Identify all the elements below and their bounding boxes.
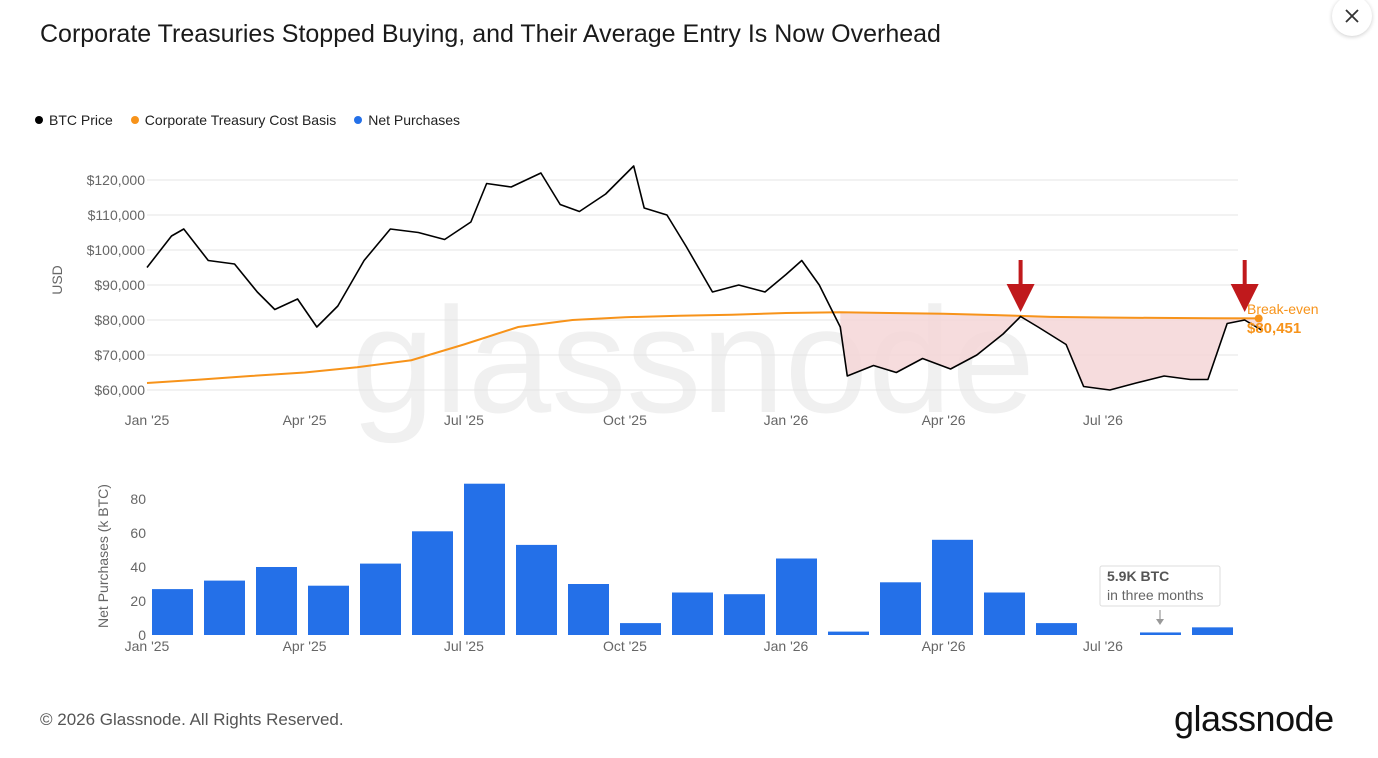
bar [568, 584, 609, 635]
break-even-label: Break-even [1247, 301, 1319, 317]
bar [412, 531, 453, 635]
callout-box [1099, 565, 1221, 607]
y-tick-label: $60,000 [94, 382, 145, 398]
y-axis-label: USD [49, 265, 65, 295]
bar [620, 623, 661, 635]
x-tick-label: Jul '26 [1083, 638, 1123, 654]
bar [360, 563, 401, 635]
bar [932, 539, 973, 635]
legend-dot [35, 116, 43, 124]
bar [256, 567, 297, 635]
x-tick-label: Apr '25 [283, 638, 327, 654]
y-tick-label: $80,000 [94, 312, 145, 328]
legend-label: Net Purchases [368, 112, 461, 128]
y-tick-label: 80 [130, 491, 146, 507]
bar [1192, 627, 1233, 635]
bar [1036, 623, 1077, 635]
bar [1140, 632, 1181, 635]
x-tick-label: Jan '26 [764, 638, 809, 654]
x-tick-label: Jul '25 [444, 638, 484, 654]
arrow-head [1230, 284, 1259, 312]
callout-pointer-head [1156, 619, 1164, 625]
bar [308, 585, 349, 635]
break-even-value: $80,451 [1247, 320, 1301, 337]
x-tick-label: Apr '25 [283, 412, 327, 428]
y-tick-label: $120,000 [87, 172, 146, 188]
cost-basis-line [146, 311, 1259, 384]
close-button[interactable] [1332, 0, 1372, 36]
callout-line-1: 5.9K BTC [1107, 568, 1169, 584]
bar [880, 582, 921, 635]
loss-area [840, 312, 1263, 390]
bar [828, 631, 869, 635]
chart-title: Corporate Treasuries Stopped Buying, and… [40, 20, 941, 48]
x-tick-label: Jan '25 [125, 412, 170, 428]
brand-logo: glassnode [1174, 698, 1334, 739]
bar [672, 592, 713, 635]
bar [776, 558, 817, 635]
y-tick-label: 40 [130, 559, 146, 575]
callout-line-2: in three months [1107, 587, 1204, 603]
legend-label: BTC Price [49, 112, 113, 128]
y-tick-label: 0 [138, 627, 146, 643]
legend-label: Corporate Treasury Cost Basis [144, 112, 337, 128]
legend-item-net-purchases[interactable]: Net Purchases [354, 112, 460, 128]
legend-dot [130, 116, 139, 124]
x-tick-label: Jul '26 [1083, 412, 1123, 428]
x-tick-label: Jan '26 [764, 412, 809, 428]
bar [984, 592, 1025, 635]
x-tick-label: Apr '26 [922, 638, 966, 654]
legend: BTC Price Corporate Treasury Cost Basis … [35, 112, 460, 128]
y-tick-label: 20 [130, 593, 146, 609]
btc-price-line [146, 165, 1263, 391]
x-tick-label: Oct '25 [603, 638, 647, 654]
y-tick-label: $100,000 [87, 242, 146, 258]
y-tick-label: $90,000 [94, 277, 145, 293]
y-tick-label: 60 [130, 525, 146, 541]
x-tick-label: Jan '25 [125, 638, 170, 654]
legend-item-cost-basis[interactable]: Corporate Treasury Cost Basis [130, 112, 337, 128]
copyright: © 2026 Glassnode. All Rights Reserved. [40, 710, 344, 729]
x-tick-label: Jul '25 [444, 412, 484, 428]
cost-basis-end-point [1254, 314, 1263, 323]
bar [516, 544, 557, 635]
bar [204, 580, 245, 635]
y-tick-label: $70,000 [94, 347, 145, 363]
x-tick-label: Oct '25 [603, 412, 647, 428]
legend-dot [354, 116, 363, 124]
y-axis-label: Net Purchases (k BTC) [95, 484, 111, 628]
y-tick-label: $110,000 [88, 207, 146, 223]
bar [464, 483, 505, 635]
bar [724, 594, 765, 635]
bar [152, 589, 193, 635]
legend-item-btc-price[interactable]: BTC Price [35, 112, 113, 128]
close-icon [1345, 9, 1359, 23]
x-tick-label: Apr '26 [922, 412, 966, 428]
arrow-head [1006, 284, 1035, 312]
